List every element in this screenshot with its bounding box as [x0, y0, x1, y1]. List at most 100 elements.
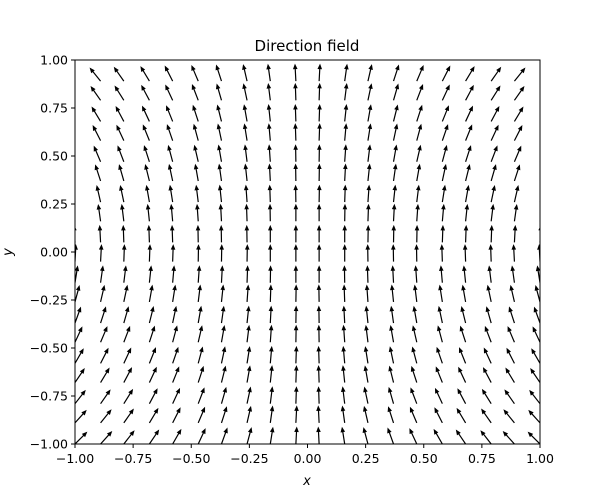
- arrow: [197, 346, 204, 364]
- y-tick-label: 1.00: [40, 53, 68, 68]
- arrow: [537, 244, 540, 262]
- arrow: [244, 244, 250, 262]
- arrow: [389, 305, 395, 324]
- arrow: [293, 163, 298, 181]
- arrow: [441, 163, 448, 182]
- arrow: [269, 365, 274, 383]
- arrow: [513, 185, 520, 203]
- arrow: [164, 65, 174, 82]
- arrow: [316, 324, 322, 343]
- arrow: [513, 85, 525, 101]
- arrow: [538, 224, 540, 243]
- arrow: [441, 84, 450, 101]
- arrow: [441, 144, 448, 162]
- arrow: [367, 123, 373, 141]
- arrow: [387, 427, 395, 444]
- arrow: [504, 389, 515, 405]
- arrow: [458, 366, 467, 383]
- arrow: [459, 325, 467, 343]
- arrow: [123, 388, 134, 404]
- arrow: [267, 224, 273, 243]
- arrow: [392, 104, 399, 122]
- arrow: [527, 431, 540, 444]
- arrow: [218, 203, 224, 222]
- arrow: [316, 244, 322, 262]
- arrow: [462, 265, 467, 283]
- arrow: [488, 244, 494, 262]
- arrow: [490, 145, 498, 162]
- arrow: [220, 406, 228, 424]
- arrow: [75, 244, 78, 262]
- arrow: [269, 426, 275, 444]
- arrow: [197, 406, 206, 424]
- arrow: [244, 203, 249, 222]
- arrow: [486, 284, 492, 303]
- arrow: [99, 284, 106, 303]
- arrow: [390, 265, 396, 283]
- arrow: [343, 123, 349, 141]
- arrow: [148, 284, 154, 303]
- arrow: [344, 63, 349, 82]
- arrow: [216, 104, 223, 122]
- arrow: [364, 324, 369, 343]
- arrow: [416, 123, 423, 141]
- arrow: [434, 387, 443, 404]
- arrow: [220, 305, 226, 324]
- arrow: [343, 104, 349, 122]
- arrow: [75, 348, 84, 364]
- arrow: [118, 164, 125, 182]
- arrow: [534, 285, 540, 303]
- y-tick-label: 0.50: [40, 149, 68, 164]
- arrow: [166, 105, 174, 122]
- arrow: [316, 426, 321, 444]
- arrow: [465, 163, 471, 182]
- arrow: [197, 387, 205, 404]
- arrow: [123, 430, 135, 444]
- arrow: [367, 83, 373, 101]
- arrow: [144, 163, 150, 182]
- arrow: [168, 184, 174, 203]
- arrow: [266, 63, 271, 82]
- arrow: [195, 224, 201, 243]
- arrow: [293, 224, 299, 243]
- arrow: [460, 306, 467, 324]
- arrow: [433, 428, 443, 444]
- arrow: [481, 388, 492, 404]
- arrow: [340, 386, 346, 404]
- y-tick-label: −0.75: [30, 389, 68, 404]
- x-tick-label: 0.25: [352, 451, 380, 466]
- arrow: [75, 326, 83, 343]
- arrow: [413, 284, 418, 302]
- arrow: [244, 224, 250, 243]
- arrow: [409, 428, 418, 444]
- arrow: [197, 284, 202, 302]
- arrow: [343, 82, 349, 101]
- arrow: [462, 244, 468, 262]
- arrow: [166, 124, 174, 141]
- arrow: [392, 123, 399, 141]
- y-tick-label: 0.75: [40, 101, 68, 116]
- arrow: [191, 65, 199, 82]
- arrow: [490, 85, 501, 101]
- arrow: [490, 184, 496, 203]
- y-axis-label: y: [1, 248, 16, 257]
- arrow: [115, 105, 125, 122]
- arrow: [172, 346, 179, 364]
- arrow: [490, 66, 502, 82]
- arrow: [463, 224, 469, 243]
- y-tick-label: 0.25: [40, 197, 68, 212]
- arrow: [148, 347, 157, 364]
- arrow: [146, 224, 152, 243]
- arrow: [293, 365, 299, 383]
- arrow: [440, 224, 446, 243]
- arrow: [293, 144, 298, 162]
- arrow: [341, 284, 347, 302]
- arrow: [439, 265, 444, 283]
- arrow: [148, 407, 159, 424]
- arrow: [364, 284, 370, 302]
- arrow: [245, 284, 251, 302]
- arrow: [530, 368, 540, 383]
- arrow: [293, 103, 298, 122]
